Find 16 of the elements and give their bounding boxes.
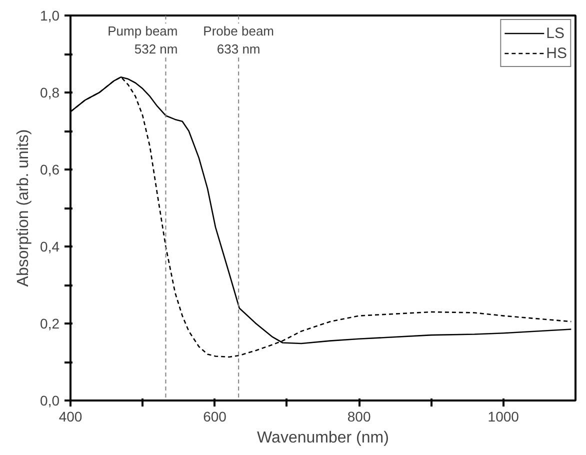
x-tick-label: 600: [203, 408, 227, 424]
y-tick-label: 0,0: [40, 392, 60, 408]
legend-label: HS: [546, 44, 567, 62]
ref-line-label: Probe beam 633 nm: [203, 24, 274, 56]
y-tick-label: 0,8: [40, 84, 60, 100]
y-tick-label: 0,6: [40, 162, 60, 178]
y-tick-label: 0,4: [40, 238, 60, 254]
ref-line-label: Pump beam 532 nm: [108, 24, 178, 56]
legend-label: LS: [546, 24, 566, 42]
x-axis-title: Wavenumber (nm): [257, 430, 389, 446]
y-axis-title: Absorption (arb. units): [15, 129, 32, 287]
x-tick-label: 400: [58, 408, 82, 424]
x-tick-label: 800: [347, 408, 371, 424]
y-tick-label: 0,2: [40, 316, 60, 332]
x-tick-label: 1000: [488, 408, 520, 424]
y-tick-label: 1,0: [40, 8, 60, 24]
